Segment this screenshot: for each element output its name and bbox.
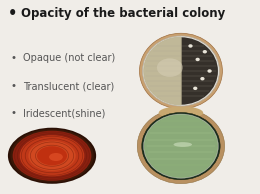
- Polygon shape: [144, 37, 181, 105]
- Ellipse shape: [196, 58, 200, 61]
- Text: •: •: [8, 6, 17, 21]
- Text: Translucent (clear): Translucent (clear): [23, 81, 115, 91]
- Ellipse shape: [140, 33, 222, 109]
- Ellipse shape: [144, 37, 218, 105]
- Ellipse shape: [142, 113, 220, 180]
- Ellipse shape: [142, 36, 219, 106]
- Ellipse shape: [28, 141, 76, 171]
- Text: •: •: [10, 108, 16, 118]
- Ellipse shape: [49, 153, 63, 161]
- Ellipse shape: [203, 50, 207, 54]
- Ellipse shape: [8, 128, 96, 184]
- Ellipse shape: [13, 131, 92, 181]
- Text: •: •: [10, 81, 16, 91]
- Ellipse shape: [10, 129, 94, 182]
- Ellipse shape: [193, 87, 197, 90]
- Ellipse shape: [157, 58, 183, 77]
- Ellipse shape: [144, 114, 218, 178]
- Ellipse shape: [37, 146, 67, 165]
- Ellipse shape: [200, 77, 205, 81]
- Ellipse shape: [188, 44, 193, 48]
- Text: •: •: [10, 54, 16, 63]
- Text: Iridescent(shine): Iridescent(shine): [23, 108, 106, 118]
- Ellipse shape: [173, 142, 192, 147]
- Ellipse shape: [159, 106, 203, 119]
- Ellipse shape: [137, 109, 225, 184]
- Text: Opacity of the bacterial colony: Opacity of the bacterial colony: [21, 7, 225, 20]
- Ellipse shape: [207, 69, 212, 73]
- Text: Opaque (not clear): Opaque (not clear): [23, 54, 116, 63]
- Ellipse shape: [144, 114, 218, 178]
- Ellipse shape: [20, 135, 84, 176]
